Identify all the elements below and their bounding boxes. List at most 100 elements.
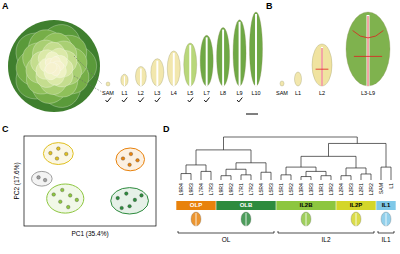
group-bar xyxy=(276,201,335,210)
dendrogram-link xyxy=(329,143,387,167)
midrib xyxy=(206,37,208,86)
group-ellipse xyxy=(111,188,149,214)
point xyxy=(60,188,64,192)
leaf-label: L2R2 xyxy=(368,183,374,196)
leaf-label: L5R4 xyxy=(258,183,264,196)
leaf-icon-midrib xyxy=(246,213,247,226)
group-bar xyxy=(336,201,375,210)
group-label: OLB xyxy=(240,202,253,208)
point xyxy=(57,147,61,151)
leaf-stage xyxy=(184,43,197,86)
point xyxy=(43,178,47,182)
dendrogram-link xyxy=(361,174,371,180)
leaf-stage xyxy=(217,28,230,86)
leaf-icon xyxy=(241,212,251,226)
sampled-check xyxy=(188,98,193,103)
panel-b: SAML1L2L3-L9 xyxy=(276,12,390,96)
guide-line xyxy=(74,76,102,92)
leaf-label: L1 xyxy=(388,183,394,189)
dendrogram-link xyxy=(301,177,311,180)
leaf-label: L2R1 xyxy=(358,183,364,196)
leaf-label: L5R1 xyxy=(278,183,284,196)
point xyxy=(75,198,79,202)
cabbage-leaf xyxy=(43,60,59,75)
leaf-label: L7R1 xyxy=(238,183,244,196)
axis-title: PC2 (17.6%) xyxy=(13,162,21,199)
stage-label: SAM xyxy=(102,90,114,96)
leaf-label: L9R4 xyxy=(178,183,184,196)
sampled-check xyxy=(237,98,242,103)
stage-label: L2 xyxy=(138,90,144,96)
leaf-label: L2R3 xyxy=(348,183,354,196)
leaf-icon-midrib xyxy=(356,213,357,226)
point xyxy=(116,196,120,200)
stage-label: L4 xyxy=(171,90,177,96)
cluster-label: IL2 xyxy=(321,236,330,243)
sampled-check xyxy=(204,98,209,103)
panel-a: SAML1L2L3L4L5L7L8L9L10 xyxy=(7,12,263,114)
background xyxy=(0,0,400,254)
dendrogram-link xyxy=(236,163,266,172)
dendrogram-link xyxy=(186,165,206,174)
stage-label: L3-L9 xyxy=(361,90,375,96)
point xyxy=(129,152,133,156)
midrib xyxy=(124,76,125,86)
sampled-check xyxy=(138,98,143,103)
dendrogram-link xyxy=(224,137,358,150)
cluster-label: IL1 xyxy=(381,236,390,243)
point xyxy=(128,163,132,167)
leaf-stage xyxy=(135,66,146,86)
sampled-check xyxy=(155,98,160,103)
stage-label: L1 xyxy=(121,90,127,96)
leaf-label: SAM xyxy=(378,183,384,194)
midrib xyxy=(255,14,257,86)
dendrogram-link xyxy=(306,171,326,176)
axis-title: PC1 (35.4%) xyxy=(71,230,108,238)
stage-label: L9 xyxy=(236,90,242,96)
guide-line xyxy=(74,56,102,84)
leaf-label: L2R4 xyxy=(338,183,344,196)
midrib xyxy=(173,53,175,86)
cut-line xyxy=(354,16,382,86)
stage-label: L5 xyxy=(187,90,193,96)
point xyxy=(136,159,140,163)
point xyxy=(120,206,124,210)
midrib xyxy=(189,45,191,86)
panel-d: L9R4L9R3L7R4L7R3L9R1L9R2L7R1L7R2L5R4L5R3… xyxy=(176,137,395,243)
stage-label: L7 xyxy=(204,90,210,96)
point xyxy=(66,205,70,209)
midrib xyxy=(222,30,224,86)
leaf-icon-midrib xyxy=(386,213,387,226)
panel-letter: D xyxy=(163,124,170,134)
midrib xyxy=(140,68,142,86)
leaf-stage xyxy=(346,12,390,86)
cluster-label: OL xyxy=(222,236,231,243)
point xyxy=(59,200,63,204)
leaf-icon-midrib xyxy=(306,213,307,226)
cluster-bracket xyxy=(378,231,394,233)
leaf-label: L9R2 xyxy=(228,183,234,196)
dendrogram-link xyxy=(321,176,331,180)
leaf-label: L7R3 xyxy=(208,183,214,196)
stage-label: L1 xyxy=(295,90,301,96)
cluster-bracket xyxy=(278,231,374,233)
leaf-stage xyxy=(312,44,332,86)
leaf-stage xyxy=(250,12,263,86)
midrib xyxy=(156,61,158,86)
leaf-stage xyxy=(280,81,284,86)
scale-bar xyxy=(246,114,258,115)
point xyxy=(64,152,68,156)
plot-frame xyxy=(24,136,156,226)
group-bar xyxy=(176,201,215,210)
dendrogram-link xyxy=(381,167,391,180)
group-ellipse xyxy=(116,148,145,171)
point xyxy=(133,198,137,202)
leaf-label: L9R1 xyxy=(218,183,224,196)
leaf-label: L5R2 xyxy=(288,183,294,196)
dendrogram-link xyxy=(286,167,316,175)
group-label: OLP xyxy=(190,202,202,208)
stage-label: SAM xyxy=(276,90,288,96)
dendrogram-link xyxy=(281,175,291,180)
cut-line xyxy=(353,31,384,38)
figure: ABCDSAML1L2L3L4L5L7L8L9L10SAML1L2L3-L9PC… xyxy=(0,0,400,254)
